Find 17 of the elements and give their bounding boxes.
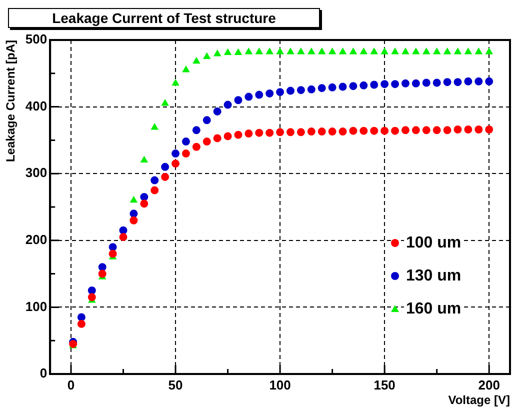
chart-title: Leakage Current of Test structure <box>8 8 320 28</box>
x-axis-title: Voltage [V] <box>448 393 510 408</box>
legend-label: 130 um <box>406 267 462 284</box>
y-tick-label: 200 <box>25 232 48 247</box>
x-tick-label: 0 <box>67 377 75 392</box>
legend-label: 100 um <box>406 234 462 252</box>
x-tick-label: 150 <box>374 377 396 392</box>
x-tick-label: 50 <box>168 377 183 392</box>
y-tick-label: 400 <box>25 98 48 114</box>
x-tick-label: 200 <box>478 377 500 392</box>
y-tick-label: 500 <box>25 32 48 47</box>
x-tick-label: 100 <box>269 377 291 392</box>
y-tick-label: 300 <box>25 165 48 180</box>
y-tick-label: 100 <box>25 298 48 314</box>
legend-label: 160 um <box>406 300 462 318</box>
y-axis-title: Leakage Current [pA] <box>4 40 18 162</box>
y-tick-label: 0 <box>40 366 48 381</box>
